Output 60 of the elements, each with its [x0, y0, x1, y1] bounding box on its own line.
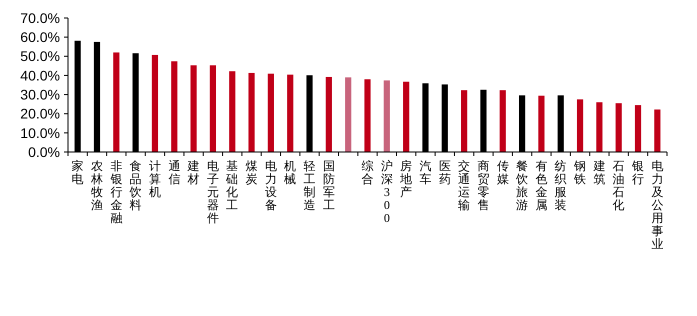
bar: [384, 80, 390, 152]
bar: [461, 90, 468, 152]
x-tick-label: 石油石化: [612, 159, 625, 212]
x-tick-label: 银行: [631, 159, 644, 186]
x-tick-label: 商贸零售: [477, 159, 490, 212]
x-tick-label: 纺织服装: [554, 159, 567, 212]
y-tick-label: 0.0%: [28, 144, 60, 160]
bar: [229, 71, 236, 152]
y-tick-label: 20.0%: [20, 106, 60, 122]
y-tick-label: 60.0%: [20, 29, 60, 46]
bar: [171, 61, 178, 152]
x-tick-label: 建筑: [592, 159, 606, 186]
x-tick-label: 食品饮料: [128, 159, 142, 212]
x-tick-label: 家电: [72, 159, 84, 186]
bar: [152, 54, 158, 152]
bar: [538, 96, 544, 152]
x-tick-label: 房地产: [399, 159, 412, 199]
x-tick-label: 通信: [168, 159, 180, 186]
x-tick-label: 机械: [284, 159, 296, 186]
x-tick-label: 电力及公用事业: [651, 159, 664, 251]
y-tick-label: 30.0%: [20, 86, 60, 102]
bar: [248, 72, 255, 152]
bar: [113, 52, 120, 152]
x-tick-label: 钢铁: [573, 159, 586, 186]
bar: [654, 110, 660, 152]
x-tick-label: 基础化工: [225, 159, 238, 212]
x-tick-label: 传媒: [496, 159, 509, 186]
x-tick-label: 电力设备: [264, 159, 277, 212]
bar: [190, 65, 197, 152]
x-tick-label: 汽车: [419, 159, 432, 186]
bar: [403, 82, 410, 152]
bar: [326, 76, 332, 152]
x-tick-label: 建材: [186, 159, 200, 186]
x-tick-label: 医药: [438, 159, 451, 186]
x-tick-label: 轻工制造: [304, 159, 316, 212]
y-tick-label: 70.0%: [20, 10, 60, 26]
x-tick-label: 餐饮旅游: [515, 159, 528, 212]
bar: [500, 90, 506, 152]
bar: [268, 74, 274, 152]
x-tick-label: 农林牧渔: [90, 159, 103, 212]
x-tick-label: 非银行金融: [109, 159, 122, 225]
x-tick-label: 煤炭: [246, 159, 258, 186]
x-tick-label: 交通运输: [458, 159, 470, 212]
y-tick-label: 50.0%: [20, 48, 60, 64]
x-tick-label: 电子元器件: [206, 159, 219, 225]
bar: [210, 65, 216, 152]
bar: [596, 102, 602, 152]
y-tick-label: 10.0%: [20, 124, 60, 141]
bar: [616, 103, 622, 152]
x-tick-label: 沪深300: [380, 159, 393, 225]
x-tick-label: 有色金属: [535, 159, 548, 212]
bar: [345, 77, 352, 152]
x-tick-label: 综合: [362, 159, 374, 186]
bar: [287, 74, 294, 152]
bar: [364, 79, 371, 152]
bar: [634, 105, 642, 152]
y-tick-label: 40.0%: [20, 67, 60, 84]
bar: [576, 99, 584, 152]
x-tick-label: 国防军工: [322, 159, 335, 212]
x-tick-label: 计算机: [148, 159, 161, 199]
